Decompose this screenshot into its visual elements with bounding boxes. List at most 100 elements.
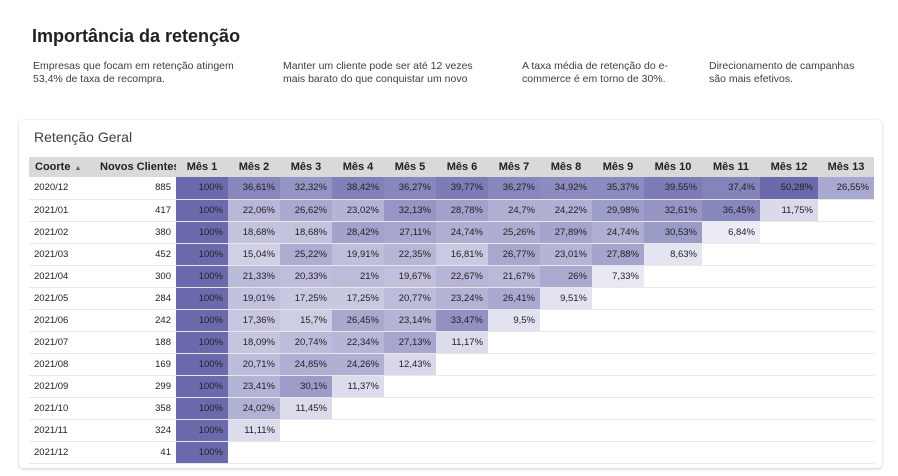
cell-mes-10 <box>644 353 702 376</box>
cell-coorte: 2021/06 <box>29 309 94 332</box>
cell-mes-11 <box>702 441 760 464</box>
cell-mes-6 <box>436 375 488 398</box>
header-mes-3[interactable]: Mês 3 <box>280 157 332 177</box>
cell-mes-10 <box>644 441 702 464</box>
cell-coorte: 2021/09 <box>29 375 94 398</box>
cell-mes-4: 38,42% <box>332 177 384 200</box>
cell-mes-8 <box>540 331 592 354</box>
cell-novos-clientes: 380 <box>94 221 176 244</box>
cell-mes-3: 30,1% <box>280 375 332 398</box>
cell-novos-clientes: 169 <box>94 353 176 376</box>
cell-mes-8: 24,22% <box>540 199 592 222</box>
cell-novos-clientes: 284 <box>94 287 176 310</box>
cell-mes-6: 39,77% <box>436 177 488 200</box>
retention-card: Retenção Geral Coorte ▲ Novos Clientes Mês … <box>19 120 882 468</box>
cell-mes-5 <box>384 397 436 420</box>
header-mes-6[interactable]: Mês 6 <box>436 157 488 177</box>
cell-mes-2: 22,06% <box>228 199 280 222</box>
cell-mes-8 <box>540 375 592 398</box>
cell-mes-7 <box>488 353 540 376</box>
cell-mes-6: 24,74% <box>436 221 488 244</box>
cell-mes-3: 25,22% <box>280 243 332 266</box>
cell-mes-13: 26,55% <box>818 177 874 200</box>
header-mes-5[interactable]: Mês 5 <box>384 157 436 177</box>
header-coorte[interactable]: Coorte ▲ <box>29 157 94 177</box>
cell-mes-7: 26,77% <box>488 243 540 266</box>
cell-mes-8 <box>540 441 592 464</box>
cell-mes-10: 39,55% <box>644 177 702 200</box>
cell-mes-10 <box>644 397 702 420</box>
cell-mes-10 <box>644 265 702 288</box>
cell-mes-6: 28,78% <box>436 199 488 222</box>
fact-custo-cliente: Manter um cliente pode ser até 12 vezes … <box>283 60 473 85</box>
cell-mes-4 <box>332 397 384 420</box>
cell-mes-8 <box>540 397 592 420</box>
cell-mes-3: 15,7% <box>280 309 332 332</box>
cell-mes-5: 32,13% <box>384 199 436 222</box>
header-mes-1[interactable]: Mês 1 <box>176 157 228 177</box>
cell-mes-13 <box>818 309 874 332</box>
header-mes-7[interactable]: Mês 7 <box>488 157 540 177</box>
cell-mes-13 <box>818 287 874 310</box>
cell-mes-12 <box>760 265 818 288</box>
cell-mes-12 <box>760 287 818 310</box>
cell-mes-10: 30,53% <box>644 221 702 244</box>
table-row: 2020/12 885 100% 36,61% 32,32% 38,42% 36,27% 39… <box>29 177 874 200</box>
cell-mes-1: 100% <box>176 353 228 376</box>
cell-mes-8: 26% <box>540 265 592 288</box>
header-mes-4[interactable]: Mês 4 <box>332 157 384 177</box>
cell-mes-9: 27,88% <box>592 243 644 266</box>
cell-mes-12 <box>760 353 818 376</box>
card-title: Retenção Geral <box>34 129 133 145</box>
header-mes-13[interactable]: Mês 13 <box>818 157 874 177</box>
page-title: Importância da retenção <box>32 26 241 46</box>
table-row: 2021/05 284 100% 19,01% 17,25% 17,25% 20,77% 23… <box>29 287 874 310</box>
cell-mes-13 <box>818 419 874 442</box>
cell-mes-2: 17,36% <box>228 309 280 332</box>
cell-mes-2: 15,04% <box>228 243 280 266</box>
cell-mes-13 <box>818 441 874 464</box>
cell-mes-12 <box>760 375 818 398</box>
cell-mes-5: 20,77% <box>384 287 436 310</box>
cell-coorte: 2021/11 <box>29 419 94 442</box>
table-row: 2021/06 242 100% 17,36% 15,7% 26,45% 23,14% 33,… <box>29 309 874 332</box>
sort-ascending-icon[interactable]: ▲ <box>74 165 82 172</box>
cell-mes-1: 100% <box>176 199 228 222</box>
header-mes-11[interactable]: Mês 11 <box>702 157 760 177</box>
cell-mes-5: 19,67% <box>384 265 436 288</box>
cell-mes-11 <box>702 265 760 288</box>
cell-mes-8 <box>540 353 592 376</box>
cell-mes-3: 26,62% <box>280 199 332 222</box>
header-coorte-label: Coorte <box>35 161 71 173</box>
cell-mes-1: 100% <box>176 177 228 200</box>
cell-mes-8: 27,89% <box>540 221 592 244</box>
header-mes-2[interactable]: Mês 2 <box>228 157 280 177</box>
cell-mes-11: 6,84% <box>702 221 760 244</box>
header-mes-9[interactable]: Mês 9 <box>592 157 644 177</box>
cell-mes-2: 19,01% <box>228 287 280 310</box>
cell-mes-5: 36,27% <box>384 177 436 200</box>
header-mes-8[interactable]: Mês 8 <box>540 157 592 177</box>
cell-novos-clientes: 452 <box>94 243 176 266</box>
cell-mes-6 <box>436 353 488 376</box>
cell-mes-4: 24,26% <box>332 353 384 376</box>
cell-mes-9: 35,37% <box>592 177 644 200</box>
cell-mes-4: 26,45% <box>332 309 384 332</box>
header-mes-10[interactable]: Mês 10 <box>644 157 702 177</box>
cell-mes-3: 20,33% <box>280 265 332 288</box>
cell-mes-4: 28,42% <box>332 221 384 244</box>
cell-mes-7: 26,41% <box>488 287 540 310</box>
header-novos-clientes[interactable]: Novos Clientes <box>94 157 176 177</box>
header-mes-12[interactable]: Mês 12 <box>760 157 818 177</box>
cell-mes-3: 32,32% <box>280 177 332 200</box>
cell-mes-3: 11,45% <box>280 397 332 420</box>
cell-mes-2: 21,33% <box>228 265 280 288</box>
cell-mes-13 <box>818 265 874 288</box>
cell-mes-2: 20,71% <box>228 353 280 376</box>
cell-mes-4 <box>332 419 384 442</box>
table-header-row: Coorte ▲ Novos Clientes Mês 1 Mês 2 Mês 3 Mês … <box>29 157 874 177</box>
cell-mes-4: 19,91% <box>332 243 384 266</box>
table-row: 2021/01 417 100% 22,06% 26,62% 23,02% 32,13% 28… <box>29 199 874 222</box>
cell-coorte: 2021/03 <box>29 243 94 266</box>
cell-mes-8: 9,51% <box>540 287 592 310</box>
